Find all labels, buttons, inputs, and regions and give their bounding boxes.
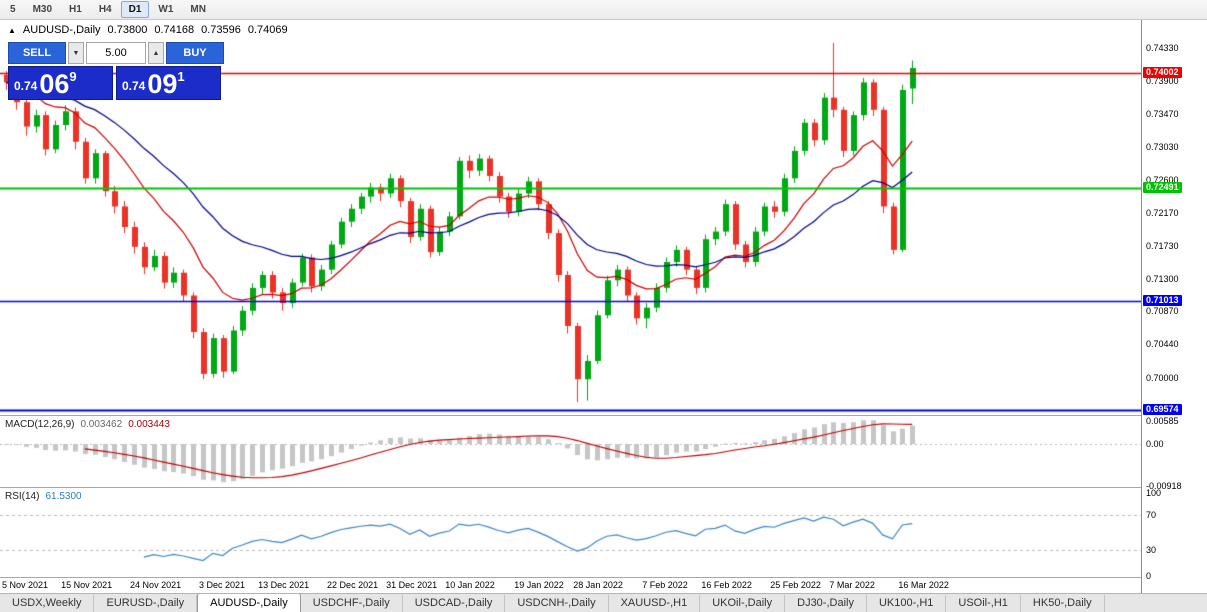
- price-axis: 0.74330 0.73900 0.73470 0.73030 0.72600 0.721…: [1141, 20, 1207, 593]
- axis-tick-0.70870: 0.70870: [1146, 306, 1179, 317]
- bid-price-big: 06: [39, 69, 70, 99]
- pane-separator[interactable]: [0, 415, 1207, 416]
- axis-tick-rsi-30: 30: [1146, 545, 1157, 556]
- symbol-tab-ukoil-daily[interactable]: UKOil-,Daily: [700, 595, 786, 612]
- axis-tick-rsi-100: 100: [1146, 488, 1162, 498]
- axis-tick-0.00585: 0.00585: [1146, 416, 1179, 426]
- date-tick-label: 24 Nov 2021: [130, 580, 182, 590]
- date-tick-label: 3 Dec 2021: [199, 580, 246, 590]
- symbol-label: AUDUSD-,Daily: [22, 24, 101, 36]
- timeframe-button-h1[interactable]: H1: [69, 4, 82, 15]
- date-tick-label: 10 Jan 2022: [445, 580, 495, 590]
- bid-price-prefix: 0.74: [14, 79, 38, 93]
- macd-label: MACD(12,26,9): [5, 419, 75, 430]
- axis-tick-0.73470: 0.73470: [1146, 108, 1179, 119]
- bid-price-panel[interactable]: 0.74 06 9: [8, 66, 113, 100]
- symbol-tab-usoil-h1[interactable]: USOil-,H1: [946, 595, 1021, 612]
- rsi-header: RSI(14) 61.5300: [5, 491, 82, 502]
- ask-price-pip: 1: [177, 69, 185, 84]
- axis-tick-0.72600: 0.72600: [1146, 174, 1179, 185]
- symbol-tab-hk50-daily[interactable]: HK50-,Daily: [1021, 595, 1105, 612]
- date-tick-label: 25 Feb 2022: [770, 580, 821, 590]
- macd-value: 0.003462: [80, 419, 123, 430]
- lot-increase-button[interactable]: ▲: [148, 42, 164, 64]
- symbol-tab-usdx-weekly[interactable]: USDX,Weekly: [0, 595, 95, 612]
- symbol-tab-usdchf-daily[interactable]: USDCHF-,Daily: [301, 595, 403, 612]
- axis-tick-0.70000: 0.70000: [1146, 372, 1179, 383]
- symbol-tab-xauusd-h1[interactable]: XAUUSD-,H1: [609, 595, 701, 612]
- timeframe-button-h4[interactable]: H4: [98, 4, 112, 15]
- timeframe-button-mn[interactable]: MN: [190, 4, 206, 15]
- pane-separator: [0, 577, 1207, 578]
- axis-tick-0.73030: 0.73030: [1146, 142, 1179, 153]
- symbol-tab-eurusd-daily[interactable]: EURUSD-,Daily: [94, 595, 198, 612]
- ask-price-big: 09: [147, 69, 178, 99]
- axis-tick-0.71730: 0.71730: [1146, 241, 1179, 252]
- axis-tick--0.00918: -0.00918: [1146, 480, 1182, 491]
- buy-button[interactable]: BUY: [166, 42, 224, 64]
- symbol-tab-usdcnh-daily[interactable]: USDCNH-,Daily: [505, 595, 609, 612]
- axis-tick-0.72170: 0.72170: [1146, 207, 1179, 218]
- chart-header: ▲ AUDUSD-,Daily 0.73800 0.74168 0.73596 …: [8, 24, 288, 36]
- ohlc-open: 0.73800: [107, 24, 148, 36]
- date-tick-label: 7 Mar 2022: [829, 580, 875, 590]
- lot-decrease-button[interactable]: ▼: [68, 42, 84, 64]
- collapse-triangle-icon[interactable]: ▲: [8, 25, 16, 35]
- date-tick-label: 5 Nov 2021: [2, 580, 49, 590]
- rsi-value: 61.5300: [45, 491, 82, 502]
- macd-header: MACD(12,26,9) 0.003462 0.003443: [5, 419, 170, 430]
- timeframe-button-d1[interactable]: D1: [120, 1, 150, 18]
- price-line-label-0.74002: 0.74002: [1143, 67, 1182, 79]
- date-tick-label: 28 Jan 2022: [573, 580, 623, 590]
- ask-price-panel[interactable]: 0.74 09 1: [116, 66, 221, 100]
- timeframe-button-m30[interactable]: M30: [32, 4, 53, 15]
- symbol-tab-audusd-daily[interactable]: AUDUSD-,Daily: [197, 594, 301, 612]
- symbol-tab-dj30-daily[interactable]: DJ30-,Daily: [785, 595, 867, 612]
- axis-tick-0.74330: 0.74330: [1146, 43, 1179, 54]
- symbol-tab-usdcad-daily[interactable]: USDCAD-,Daily: [403, 595, 506, 612]
- price-line-label-0.69574: 0.69574: [1143, 404, 1182, 416]
- ohlc-low: 0.73596: [201, 24, 241, 36]
- axis-tick-0.00: 0.00: [1146, 439, 1164, 450]
- date-tick-label: 31 Dec 2021: [386, 580, 438, 590]
- rsi-label: RSI(14): [5, 491, 40, 502]
- sell-button[interactable]: SELL: [8, 42, 66, 64]
- axis-tick-rsi-0: 0: [1146, 571, 1152, 581]
- rsi-indicator-chart[interactable]: [0, 488, 1141, 577]
- symbol-tab-uk100-h1[interactable]: UK100-,H1: [867, 595, 947, 612]
- date-tick-label: 22 Dec 2021: [327, 580, 379, 590]
- one-click-trade-panel: SELL ▼ ▲ BUY 0.74 06 9 0.74 09 1: [8, 42, 224, 100]
- price-line-label-0.72491: 0.72491: [1143, 182, 1182, 194]
- axis-tick-0.70440: 0.70440: [1146, 339, 1179, 350]
- pane-separator[interactable]: [0, 487, 1207, 488]
- macd-indicator-chart[interactable]: [0, 416, 1141, 487]
- axis-tick-0.73900: 0.73900: [1146, 75, 1179, 86]
- date-tick-label: 16 Feb 2022: [701, 580, 752, 590]
- ohlc-close: 0.74069: [247, 24, 288, 36]
- ask-price-prefix: 0.74: [122, 79, 146, 93]
- date-tick-label: 15 Nov 2021: [61, 580, 113, 590]
- axis-tick-rsi-70: 70: [1146, 509, 1157, 520]
- date-tick-label: 7 Feb 2022: [642, 580, 688, 590]
- time-axis: 5 Nov 2021 15 Nov 2021 24 Nov 2021 3 Dec 20…: [0, 578, 1141, 593]
- date-tick-label: 16 Mar 2022: [898, 580, 949, 590]
- lot-size-input[interactable]: [86, 42, 146, 64]
- axis-tick-0.71300: 0.71300: [1146, 273, 1179, 284]
- symbol-tab-bar: USDX,Weekly EURUSD-,Daily AUDUSD-,Daily USD…: [0, 593, 1207, 612]
- bid-price-pip: 9: [69, 69, 77, 84]
- timeframe-toolbar: 5 M30 H1 H4 D1 W1 MN: [0, 0, 1207, 20]
- price-line-label-0.71013: 0.71013: [1143, 294, 1182, 306]
- timeframe-button-5[interactable]: 5: [10, 4, 16, 15]
- date-tick-label: 13 Dec 2021: [258, 580, 310, 590]
- ohlc-high: 0.74168: [154, 24, 195, 36]
- timeframe-button-w1[interactable]: W1: [158, 4, 174, 15]
- date-tick-label: 19 Jan 2022: [514, 580, 564, 590]
- macd-signal-value: 0.003443: [128, 419, 170, 430]
